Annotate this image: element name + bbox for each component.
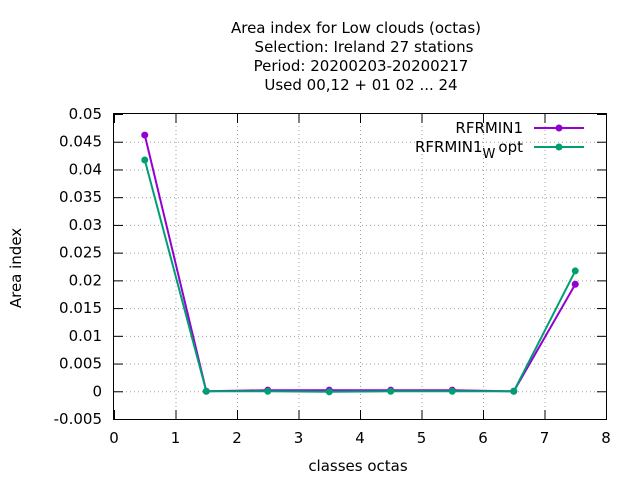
series-group (141, 131, 579, 396)
y-tick-label: 0.005 (59, 355, 102, 373)
y-tick-label: 0.01 (69, 327, 102, 345)
y-axis-label: Area index (7, 228, 25, 308)
legend-label-rfrmin1-w-opt-suffix: opt (498, 138, 523, 156)
x-tick-label: 2 (232, 429, 242, 447)
x-tick-label: 0 (109, 429, 119, 447)
y-tick-label: -0.005 (54, 410, 102, 428)
data-point (141, 156, 149, 164)
legend-label-rfrmin1-w-opt-subscript: W (483, 147, 496, 162)
legend-marker-rfrmin1-w-opt (555, 143, 563, 151)
data-point (510, 387, 518, 395)
data-point (571, 267, 579, 275)
data-point (264, 387, 272, 395)
tick-labels: 0 1 2 3 4 5 6 7 8 -0.005 0 0.005 0.01 0.015 0.02 0.025 0… (54, 105, 611, 447)
y-tick-label: 0 (92, 382, 102, 400)
legend-label-rfrmin1-w-opt: RFRMIN1W opt (415, 138, 523, 162)
legend-label-rfrmin1-w-opt-name: RFRMIN1 (415, 138, 483, 156)
legend-marker-rfrmin1 (555, 124, 563, 132)
y-tick-label: 0.03 (69, 216, 102, 234)
y-tick-label: 0.04 (69, 160, 102, 178)
title-line-3: Period: 20200203-20200217 (254, 57, 469, 75)
y-tick-label: 0.015 (59, 299, 102, 317)
series-line-0 (143, 134, 577, 393)
y-tick-label: 0.025 (59, 244, 102, 262)
grid (114, 114, 606, 419)
chart-title: Area index for Low clouds (octas) Select… (231, 19, 481, 94)
y-tick-label: 0.02 (69, 271, 102, 289)
x-tick-label: 4 (355, 429, 365, 447)
title-line-2: Selection: Ireland 27 stations (255, 38, 474, 56)
x-tick-label: 7 (540, 429, 550, 447)
data-point (571, 280, 579, 288)
y-tick-label: 0.045 (59, 133, 102, 151)
data-point (448, 387, 456, 395)
x-tick-label: 3 (294, 429, 304, 447)
data-point (387, 387, 395, 395)
y-tick-label: 0.05 (69, 105, 102, 123)
x-tick-label: 1 (171, 429, 181, 447)
title-line-1: Area index for Low clouds (octas) (231, 19, 481, 37)
x-tick-label: 6 (478, 429, 488, 447)
legend-label-rfrmin1: RFRMIN1 (455, 119, 523, 137)
x-axis-label: classes octas (308, 457, 408, 475)
x-tick-label: 8 (601, 429, 611, 447)
data-point (141, 131, 149, 139)
x-tick-label: 5 (417, 429, 427, 447)
title-line-4: Used 00,12 + 01 02 ... 24 (264, 76, 457, 94)
series-0 (141, 131, 579, 395)
legend: RFRMIN1 RFRMIN1W opt (415, 119, 584, 162)
series-line-1 (143, 159, 577, 393)
y-tick-label: 0.035 (59, 188, 102, 206)
plot-frame (113, 113, 607, 420)
data-point (325, 388, 333, 396)
axis-ticks (114, 114, 607, 420)
series-1 (141, 156, 579, 396)
data-point (202, 387, 210, 395)
